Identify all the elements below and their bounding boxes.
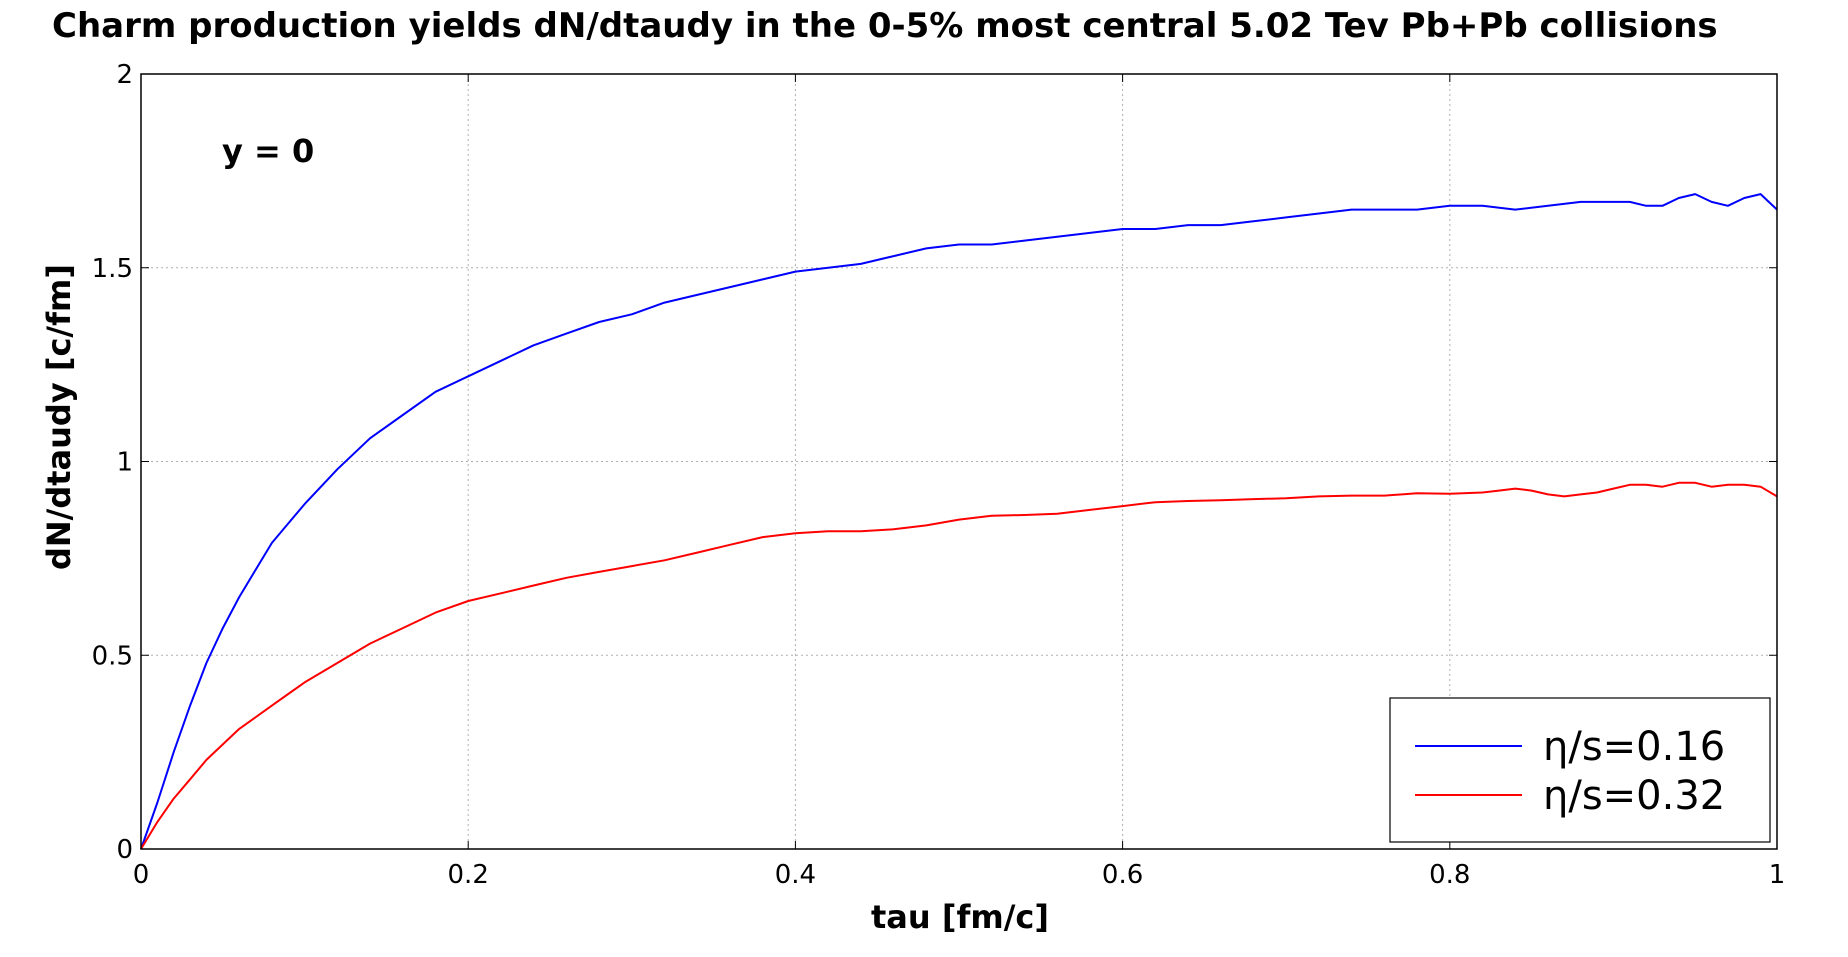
legend: η/s=0.16 η/s=0.32 — [1389, 697, 1771, 843]
axis-ticks: 0 0.2 0.4 0.6 0.8 1 0 0.5 1 1.5 2 — [92, 60, 1786, 890]
x-tick-label: 0.8 — [1429, 860, 1470, 890]
x-tick-label: 0.6 — [1102, 860, 1143, 890]
y-axis-label: dN/dtaudy [c/fm] — [40, 264, 78, 570]
chart-title: Charm production yields dN/dtaudy in the… — [52, 6, 1718, 46]
x-tick-label: 1 — [1769, 860, 1786, 890]
x-tick-label: 0.4 — [775, 860, 816, 890]
annotation-y0: y = 0 — [222, 132, 314, 170]
legend-box — [1389, 697, 1771, 843]
series-line-2 — [140, 481, 1778, 850]
legend-label-series-2: η/s=0.32 — [1543, 773, 1725, 819]
y-tick-label: 0.5 — [92, 641, 133, 671]
y-tick-label: 2 — [116, 60, 133, 90]
y-tick-label: 0 — [116, 835, 133, 865]
x-axis-label: tau [fm/c] — [871, 898, 1049, 936]
y-tick-label: 1.5 — [92, 254, 133, 284]
data-series — [140, 193, 1778, 850]
y-tick-label: 1 — [116, 448, 133, 478]
legend-label-series-1: η/s=0.16 — [1543, 724, 1725, 770]
x-tick-label: 0.2 — [448, 860, 489, 890]
series-line-1 — [140, 193, 1778, 850]
x-tick-label: 0 — [133, 860, 150, 890]
